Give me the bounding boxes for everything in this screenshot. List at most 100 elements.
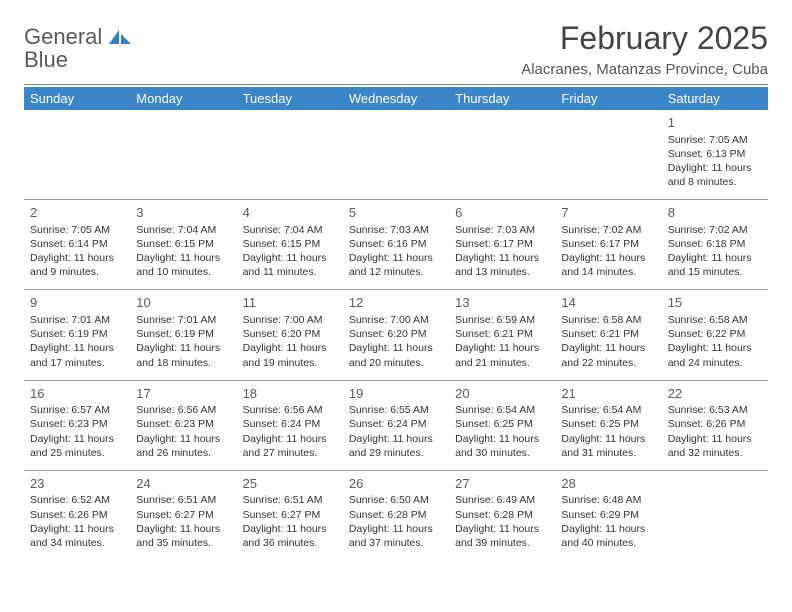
sunset-text: Sunset: 6:21 PM bbox=[455, 327, 549, 341]
calendar-cell: 10Sunrise: 7:01 AMSunset: 6:19 PMDayligh… bbox=[130, 290, 236, 380]
sunrise-text: Sunrise: 6:55 AM bbox=[349, 403, 443, 417]
daylight-text: Daylight: 11 hours and 22 minutes. bbox=[561, 341, 655, 369]
calendar-cell bbox=[237, 110, 343, 200]
sunset-text: Sunset: 6:15 PM bbox=[243, 237, 337, 251]
daylight-text: Daylight: 11 hours and 40 minutes. bbox=[561, 522, 655, 550]
day-header: Friday bbox=[555, 87, 661, 110]
sunrise-text: Sunrise: 7:00 AM bbox=[349, 313, 443, 327]
sunset-text: Sunset: 6:13 PM bbox=[668, 147, 762, 161]
sunset-text: Sunset: 6:22 PM bbox=[668, 327, 762, 341]
day-number: 28 bbox=[561, 475, 655, 493]
day-number: 18 bbox=[243, 385, 337, 403]
day-number: 19 bbox=[349, 385, 443, 403]
calendar-head: Sunday Monday Tuesday Wednesday Thursday… bbox=[24, 87, 768, 110]
calendar-table: Sunday Monday Tuesday Wednesday Thursday… bbox=[24, 87, 768, 560]
sunset-text: Sunset: 6:26 PM bbox=[30, 508, 124, 522]
daylight-text: Daylight: 11 hours and 39 minutes. bbox=[455, 522, 549, 550]
calendar-row: 23Sunrise: 6:52 AMSunset: 6:26 PMDayligh… bbox=[24, 470, 768, 560]
sunset-text: Sunset: 6:15 PM bbox=[136, 237, 230, 251]
sunrise-text: Sunrise: 6:49 AM bbox=[455, 493, 549, 507]
sunset-text: Sunset: 6:27 PM bbox=[136, 508, 230, 522]
sunset-text: Sunset: 6:17 PM bbox=[561, 237, 655, 251]
calendar-cell: 14Sunrise: 6:58 AMSunset: 6:21 PMDayligh… bbox=[555, 290, 661, 380]
page-header: General Blue February 2025 Alacranes, Ma… bbox=[24, 20, 768, 78]
calendar-cell: 2Sunrise: 7:05 AMSunset: 6:14 PMDaylight… bbox=[24, 200, 130, 290]
sunset-text: Sunset: 6:26 PM bbox=[668, 417, 762, 431]
month-title: February 2025 bbox=[521, 20, 768, 57]
calendar-cell: 27Sunrise: 6:49 AMSunset: 6:28 PMDayligh… bbox=[449, 470, 555, 560]
sunrise-text: Sunrise: 6:54 AM bbox=[561, 403, 655, 417]
daylight-text: Daylight: 11 hours and 14 minutes. bbox=[561, 251, 655, 279]
calendar-cell: 8Sunrise: 7:02 AMSunset: 6:18 PMDaylight… bbox=[662, 200, 768, 290]
calendar-cell bbox=[449, 110, 555, 200]
day-number: 22 bbox=[668, 385, 762, 403]
logo-text-blue: Blue bbox=[24, 47, 68, 72]
daylight-text: Daylight: 11 hours and 18 minutes. bbox=[136, 341, 230, 369]
calendar-cell bbox=[555, 110, 661, 200]
calendar-cell bbox=[130, 110, 236, 200]
daylight-text: Daylight: 11 hours and 26 minutes. bbox=[136, 432, 230, 460]
sunrise-text: Sunrise: 6:56 AM bbox=[243, 403, 337, 417]
calendar-cell: 5Sunrise: 7:03 AMSunset: 6:16 PMDaylight… bbox=[343, 200, 449, 290]
daylight-text: Daylight: 11 hours and 34 minutes. bbox=[30, 522, 124, 550]
daylight-text: Daylight: 11 hours and 12 minutes. bbox=[349, 251, 443, 279]
daylight-text: Daylight: 11 hours and 29 minutes. bbox=[349, 432, 443, 460]
day-number: 1 bbox=[668, 114, 762, 132]
daylight-text: Daylight: 11 hours and 13 minutes. bbox=[455, 251, 549, 279]
calendar-row: 9Sunrise: 7:01 AMSunset: 6:19 PMDaylight… bbox=[24, 290, 768, 380]
calendar-cell bbox=[24, 110, 130, 200]
day-number: 9 bbox=[30, 294, 124, 312]
sunset-text: Sunset: 6:20 PM bbox=[243, 327, 337, 341]
sunset-text: Sunset: 6:18 PM bbox=[668, 237, 762, 251]
calendar-cell: 24Sunrise: 6:51 AMSunset: 6:27 PMDayligh… bbox=[130, 470, 236, 560]
daylight-text: Daylight: 11 hours and 15 minutes. bbox=[668, 251, 762, 279]
header-rule bbox=[24, 84, 768, 85]
sunset-text: Sunset: 6:24 PM bbox=[349, 417, 443, 431]
day-header: Wednesday bbox=[343, 87, 449, 110]
logo-text-gray: General bbox=[24, 24, 102, 49]
day-header: Sunday bbox=[24, 87, 130, 110]
daylight-text: Daylight: 11 hours and 21 minutes. bbox=[455, 341, 549, 369]
day-number: 15 bbox=[668, 294, 762, 312]
daylight-text: Daylight: 11 hours and 11 minutes. bbox=[243, 251, 337, 279]
calendar-cell bbox=[343, 110, 449, 200]
calendar-cell: 12Sunrise: 7:00 AMSunset: 6:20 PMDayligh… bbox=[343, 290, 449, 380]
calendar-cell: 1Sunrise: 7:05 AMSunset: 6:13 PMDaylight… bbox=[662, 110, 768, 200]
sunset-text: Sunset: 6:25 PM bbox=[455, 417, 549, 431]
sunrise-text: Sunrise: 7:01 AM bbox=[30, 313, 124, 327]
daylight-text: Daylight: 11 hours and 19 minutes. bbox=[243, 341, 337, 369]
calendar-cell: 17Sunrise: 6:56 AMSunset: 6:23 PMDayligh… bbox=[130, 380, 236, 470]
daylight-text: Daylight: 11 hours and 17 minutes. bbox=[30, 341, 124, 369]
calendar-cell: 16Sunrise: 6:57 AMSunset: 6:23 PMDayligh… bbox=[24, 380, 130, 470]
sunrise-text: Sunrise: 7:05 AM bbox=[668, 133, 762, 147]
day-header: Tuesday bbox=[237, 87, 343, 110]
sunset-text: Sunset: 6:16 PM bbox=[349, 237, 443, 251]
sunrise-text: Sunrise: 6:51 AM bbox=[243, 493, 337, 507]
daylight-text: Daylight: 11 hours and 37 minutes. bbox=[349, 522, 443, 550]
day-number: 3 bbox=[136, 204, 230, 222]
calendar-cell: 4Sunrise: 7:04 AMSunset: 6:15 PMDaylight… bbox=[237, 200, 343, 290]
sunrise-text: Sunrise: 7:02 AM bbox=[561, 223, 655, 237]
sunrise-text: Sunrise: 6:57 AM bbox=[30, 403, 124, 417]
daylight-text: Daylight: 11 hours and 31 minutes. bbox=[561, 432, 655, 460]
calendar-cell: 21Sunrise: 6:54 AMSunset: 6:25 PMDayligh… bbox=[555, 380, 661, 470]
day-number: 26 bbox=[349, 475, 443, 493]
daylight-text: Daylight: 11 hours and 24 minutes. bbox=[668, 341, 762, 369]
logo: General Blue bbox=[24, 20, 131, 72]
calendar-cell: 11Sunrise: 7:00 AMSunset: 6:20 PMDayligh… bbox=[237, 290, 343, 380]
calendar-cell: 13Sunrise: 6:59 AMSunset: 6:21 PMDayligh… bbox=[449, 290, 555, 380]
calendar-cell: 18Sunrise: 6:56 AMSunset: 6:24 PMDayligh… bbox=[237, 380, 343, 470]
day-number: 25 bbox=[243, 475, 337, 493]
sunrise-text: Sunrise: 6:58 AM bbox=[561, 313, 655, 327]
day-header: Thursday bbox=[449, 87, 555, 110]
day-number: 17 bbox=[136, 385, 230, 403]
day-number: 21 bbox=[561, 385, 655, 403]
day-number: 2 bbox=[30, 204, 124, 222]
day-header: Monday bbox=[130, 87, 236, 110]
logo-text: General Blue bbox=[24, 26, 131, 72]
sunset-text: Sunset: 6:29 PM bbox=[561, 508, 655, 522]
sunset-text: Sunset: 6:20 PM bbox=[349, 327, 443, 341]
calendar-cell bbox=[662, 470, 768, 560]
daylight-text: Daylight: 11 hours and 9 minutes. bbox=[30, 251, 124, 279]
calendar-cell: 28Sunrise: 6:48 AMSunset: 6:29 PMDayligh… bbox=[555, 470, 661, 560]
